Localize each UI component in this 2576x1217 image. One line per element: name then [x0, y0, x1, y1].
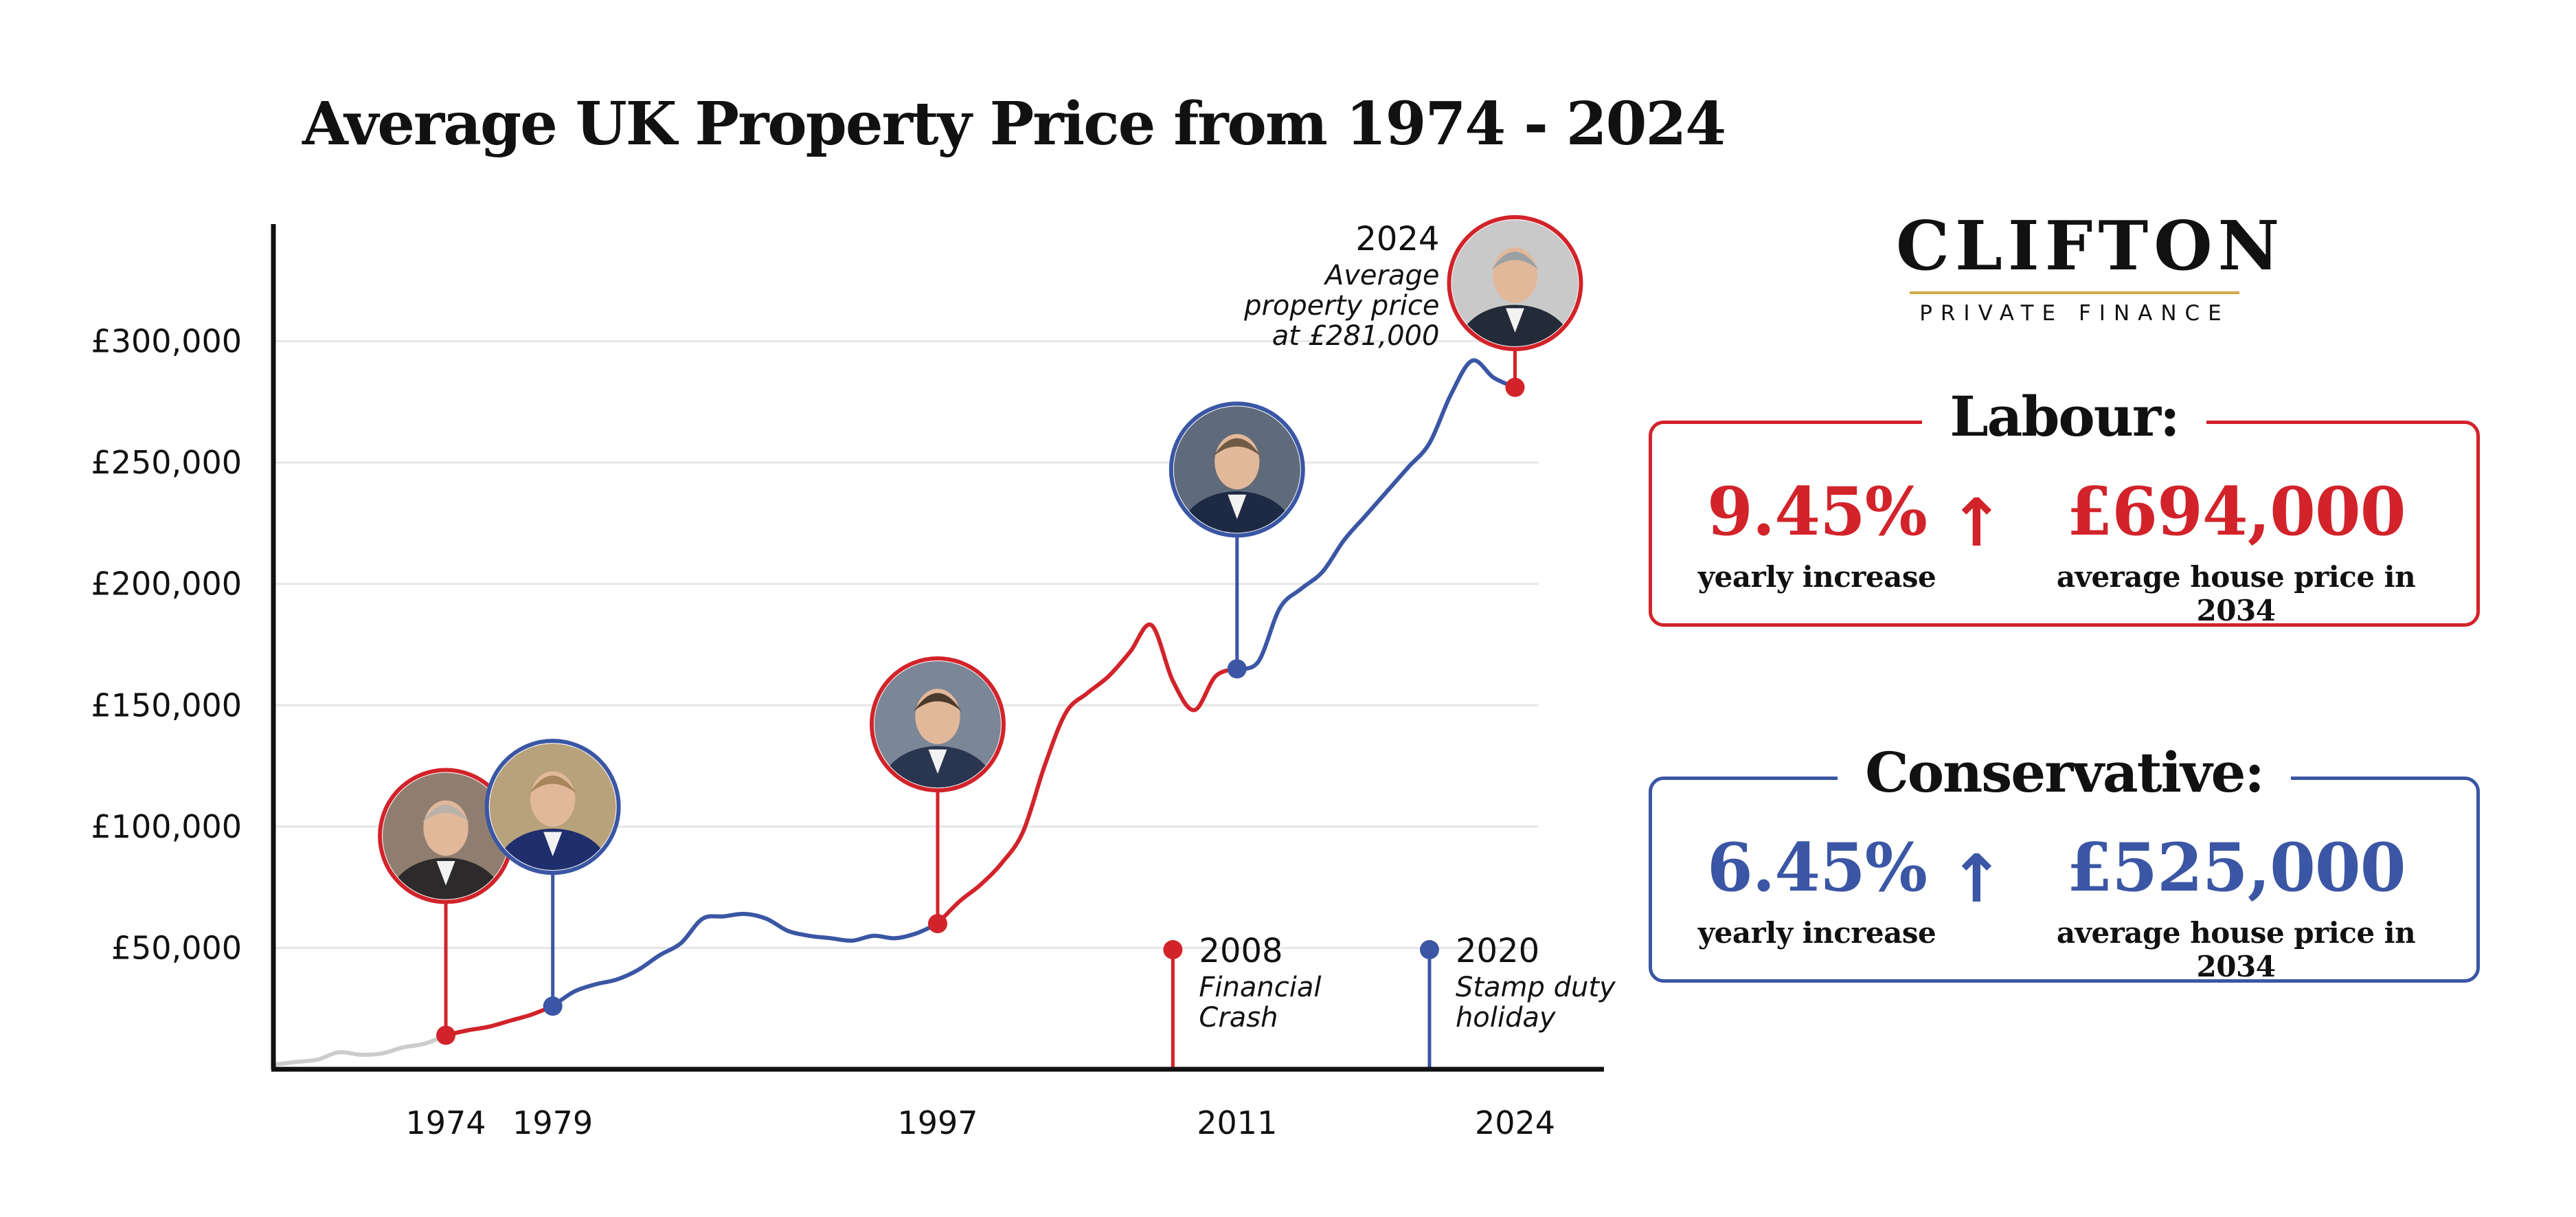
- tony-blair-portrait-icon: [874, 661, 1001, 788]
- data-point: [1505, 377, 1525, 397]
- y-tick-label: £300,000: [91, 323, 242, 360]
- labour-rate-label: yearly increase: [1697, 560, 1936, 594]
- arrow-up-icon: ↑: [1949, 840, 2004, 917]
- logo-tagline: PRIVATE FINANCE: [1919, 301, 2230, 326]
- y-tick-label: £50,000: [111, 929, 242, 966]
- arrow-up-icon: ↑: [1949, 484, 2004, 561]
- conservative-title: Conservative:: [1838, 740, 2291, 805]
- y-tick-label: £150,000: [91, 686, 242, 724]
- labour-price-label: average house price in 2034: [2056, 560, 2416, 627]
- annotation-text: at £281,000: [1272, 320, 1440, 352]
- annotation-dot: [1163, 940, 1183, 959]
- data-point: [928, 914, 947, 934]
- series-line: [444, 1004, 555, 1038]
- labour-price: £694,000: [2066, 473, 2406, 550]
- data-point: [1227, 659, 1247, 679]
- price-chart: £50,000 £100,000 £150,000 £200,000 £250,000 £…: [91, 215, 1616, 1141]
- chart-title: Average UK Property Price from 1974 - 20…: [302, 89, 1726, 159]
- annotation-text: Financial: [1199, 972, 1321, 1003]
- series-line: [273, 1033, 449, 1067]
- labour-title: Labour:: [1922, 384, 2206, 449]
- annotation-text: holiday: [1456, 1002, 1557, 1034]
- annotation-dot: [1419, 940, 1439, 959]
- data-point: [543, 996, 563, 1016]
- annotation-text: Stamp duty: [1456, 972, 1616, 1003]
- conservative-price-label: average house price in 2034: [2056, 916, 2416, 983]
- x-tick-label: 1979: [512, 1104, 593, 1141]
- data-point: [436, 1025, 456, 1045]
- series-line: [550, 911, 940, 1009]
- series-line: [936, 622, 1239, 926]
- logo-wordmark: CLIFTON: [1896, 207, 2285, 286]
- margaret-thatcher-portrait-icon: [489, 744, 616, 871]
- x-tick-label: 2024: [1475, 1104, 1555, 1141]
- labour-rate: 9.45%: [1706, 473, 1928, 550]
- labour-projection-box: Labour: 9.45% yearly increase ↑ £694,000…: [1649, 384, 2480, 627]
- y-tick-label: £200,000: [91, 566, 242, 603]
- annotation-year: 2008: [1199, 932, 1283, 970]
- annotation-year: 2024: [1355, 220, 1439, 258]
- conservative-rate-label: yearly increase: [1697, 916, 1936, 950]
- x-tick-label: 1997: [897, 1104, 978, 1141]
- series-line: [1234, 358, 1517, 671]
- keir-starmer-portrait-icon: [1451, 220, 1579, 346]
- x-tick-label: 1974: [405, 1104, 486, 1141]
- logo-rule: [1910, 291, 2239, 294]
- conservative-rate: 6.45%: [1706, 829, 1928, 906]
- conservative-projection-box: Conservative: 6.45% yearly increase ↑ £5…: [1649, 740, 2480, 983]
- annotation-text: Average: [1323, 260, 1440, 291]
- david-cameron-portrait-icon: [1173, 406, 1300, 533]
- x-tick-label: 2011: [1197, 1104, 1277, 1141]
- conservative-price: £525,000: [2066, 829, 2406, 906]
- y-tick-label: £100,000: [91, 808, 242, 845]
- annotation-text: Crash: [1199, 1002, 1278, 1034]
- annotation-year: 2020: [1456, 932, 1539, 970]
- annotation-text: property price: [1243, 290, 1439, 322]
- clifton-logo: CLIFTON PRIVATE FINANCE: [1896, 207, 2285, 326]
- y-tick-label: £250,000: [91, 444, 242, 481]
